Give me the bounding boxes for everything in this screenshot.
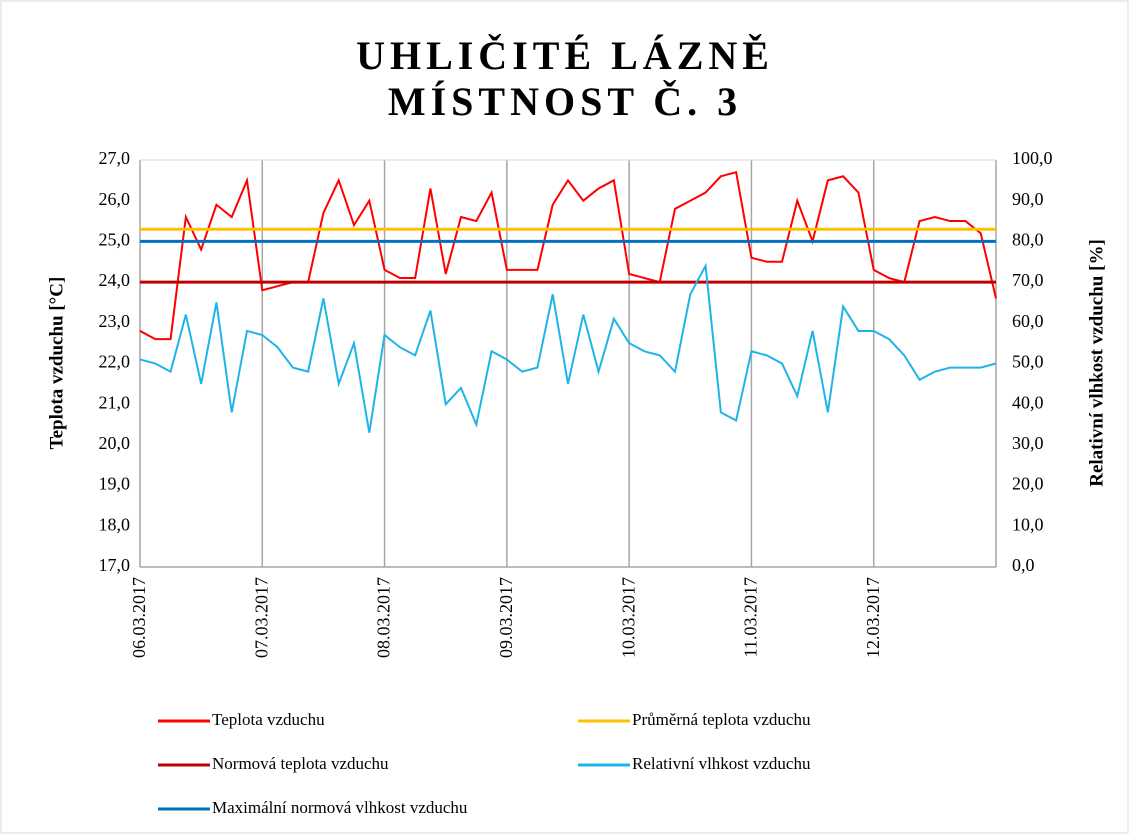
- y-tick-label: 23,0: [99, 311, 131, 331]
- y-tick-label: 24,0: [99, 270, 131, 290]
- x-tick-label: 09.03.2017: [496, 577, 516, 658]
- x-tick-label: 07.03.2017: [251, 577, 271, 658]
- y-tick-label: 27,0: [99, 148, 131, 168]
- y-axis-title: Teplota vzduchu [°C]: [46, 277, 67, 450]
- y-tick-label: 17,0: [99, 555, 131, 575]
- legend-label: Maximální normová vlhkost vzduchu: [212, 798, 468, 817]
- chart-title: MÍSTNOST Č. 3: [388, 79, 742, 124]
- x-tick-label: 06.03.2017: [129, 577, 149, 658]
- y2-tick-label: 30,0: [1012, 433, 1044, 453]
- y-tick-label: 22,0: [99, 352, 131, 372]
- x-tick-label: 08.03.2017: [374, 577, 394, 658]
- legend-label: Průměrná teplota vzduchu: [632, 710, 811, 729]
- y-tick-label: 20,0: [99, 433, 131, 453]
- x-tick-label: 10.03.2017: [618, 577, 638, 658]
- y2-tick-label: 60,0: [1012, 311, 1044, 331]
- y-tick-label: 19,0: [99, 474, 131, 494]
- legend-label: Relativní vlhkost vzduchu: [632, 754, 811, 773]
- y2-tick-label: 40,0: [1012, 392, 1044, 412]
- y-tick-label: 25,0: [99, 230, 131, 250]
- y2-tick-label: 70,0: [1012, 270, 1044, 290]
- y2-tick-label: 10,0: [1012, 514, 1044, 534]
- y2-tick-label: 100,0: [1012, 148, 1053, 168]
- legend-label: Normová teplota vzduchu: [212, 754, 389, 773]
- x-tick-label: 11.03.2017: [741, 577, 761, 657]
- y2-tick-label: 0,0: [1012, 555, 1035, 575]
- y2-tick-label: 80,0: [1012, 230, 1044, 250]
- y2-tick-label: 20,0: [1012, 474, 1044, 494]
- y-tick-label: 21,0: [99, 392, 131, 412]
- data-line: [139, 262, 997, 433]
- chart-title: UHLIČITÉ LÁZNĚ: [356, 33, 774, 78]
- data-line: [139, 170, 997, 341]
- y2-tick-label: 50,0: [1012, 352, 1044, 372]
- y-tick-label: 26,0: [99, 189, 131, 209]
- y-tick-label: 18,0: [99, 514, 131, 534]
- legend-label: Teplota vzduchu: [212, 710, 325, 729]
- y2-axis-title: Relativní vlhkost vzduchu [%]: [1086, 239, 1107, 487]
- x-tick-label: 12.03.2017: [863, 577, 883, 658]
- y2-tick-label: 90,0: [1012, 189, 1044, 209]
